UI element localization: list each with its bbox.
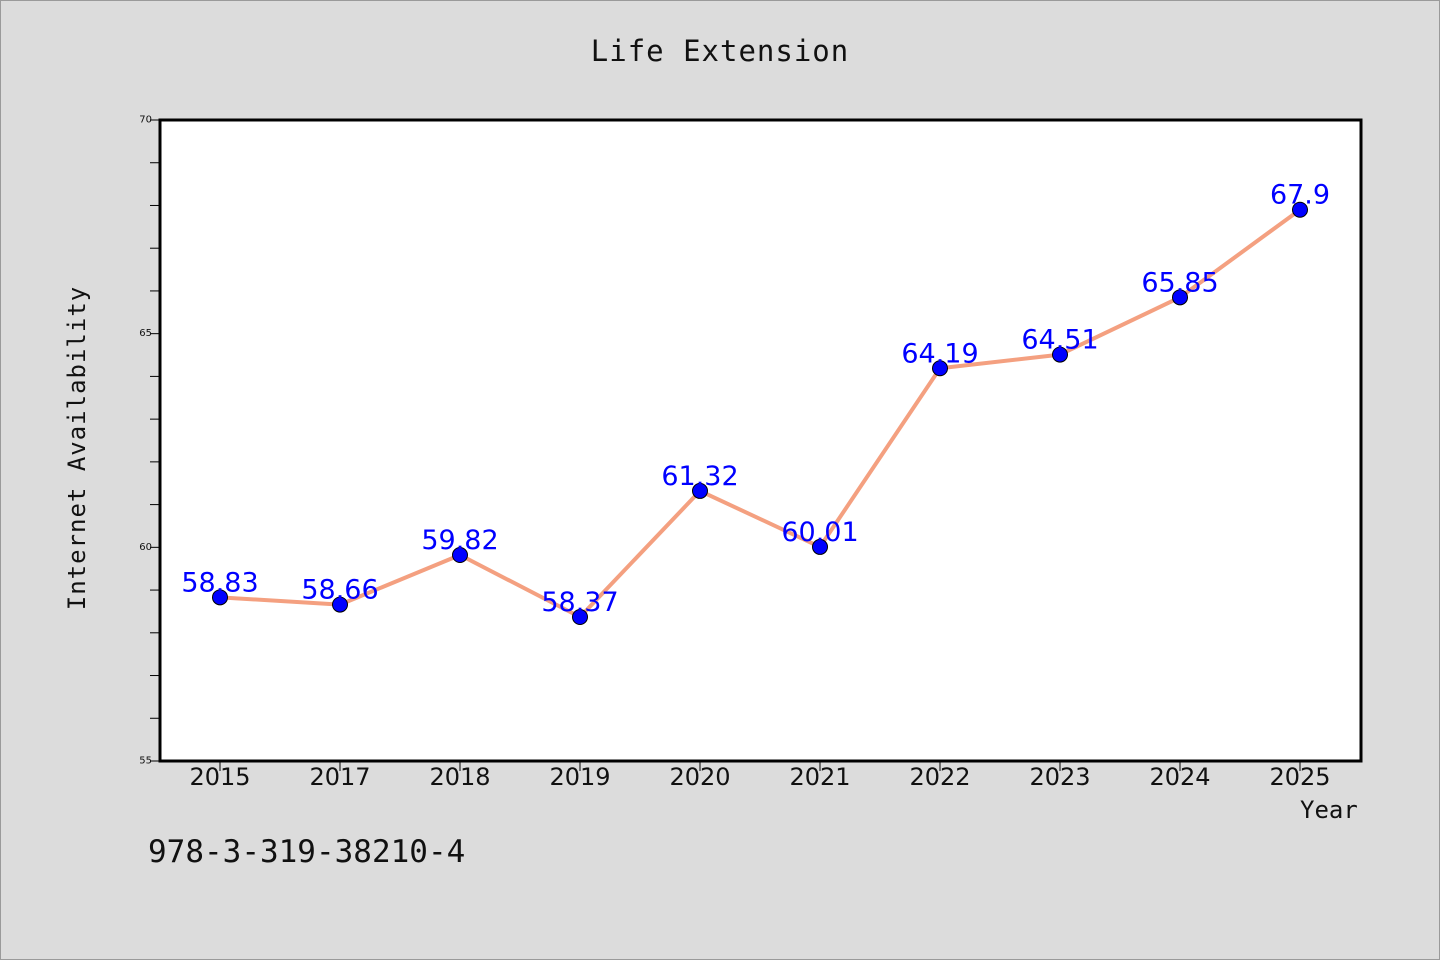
data-label: 58.37: [541, 587, 618, 618]
data-labels: 58.83 58.66 59.82 58.37 61.32 60.01 64.19 64.51…: [181, 180, 1330, 618]
x-tick-label: 2023: [1029, 763, 1090, 791]
data-point: [1052, 346, 1068, 363]
y-axis: 55 60 65 70: [139, 115, 160, 767]
data-label: 60.01: [781, 517, 858, 548]
data-label: 59.82: [421, 525, 498, 556]
x-axis: 2015 2017 2018 2019 2020 2021 2022 2023 2024 2025: [189, 761, 1331, 791]
y-tick-label: 60: [139, 542, 152, 553]
data-point: [332, 596, 348, 613]
x-tick-label: 2022: [909, 763, 970, 791]
data-label: 67.9: [1270, 180, 1330, 211]
data-point: [692, 482, 708, 499]
data-label: 64.19: [901, 338, 978, 369]
data-series: [212, 201, 1308, 625]
data-label: 64.51: [1021, 325, 1098, 356]
data-label: 58.83: [181, 567, 258, 598]
x-tick-label: 2024: [1149, 763, 1210, 791]
data-point: [1292, 201, 1308, 218]
x-axis-label: Year: [1300, 796, 1358, 824]
y-tick-label: 65: [139, 328, 152, 339]
data-point: [932, 360, 948, 377]
y-tick-label: 55: [139, 756, 152, 767]
data-point: [212, 589, 228, 606]
plot-area: [158, 118, 1363, 763]
data-point: [812, 538, 828, 555]
x-tick-label: 2021: [789, 763, 850, 791]
x-tick-label: 2018: [429, 763, 490, 791]
isbn-annotation: 978-3-319-38210-4: [148, 834, 466, 870]
x-tick-label: 2017: [309, 763, 370, 791]
x-tick-label: 2015: [189, 763, 250, 791]
data-point: [1172, 289, 1188, 306]
chart-title: Life Extension: [590, 34, 850, 68]
y-tick-label: 70: [139, 115, 152, 126]
x-tick-label: 2025: [1269, 763, 1330, 791]
data-label: 61.32: [661, 461, 738, 492]
data-point: [572, 608, 588, 625]
x-tick-label: 2019: [549, 763, 610, 791]
series-line: [219, 208, 1302, 619]
data-label: 58.66: [301, 575, 378, 606]
data-label: 65.85: [1141, 267, 1218, 298]
x-tick-label: 2020: [669, 763, 730, 791]
data-point: [452, 547, 468, 564]
